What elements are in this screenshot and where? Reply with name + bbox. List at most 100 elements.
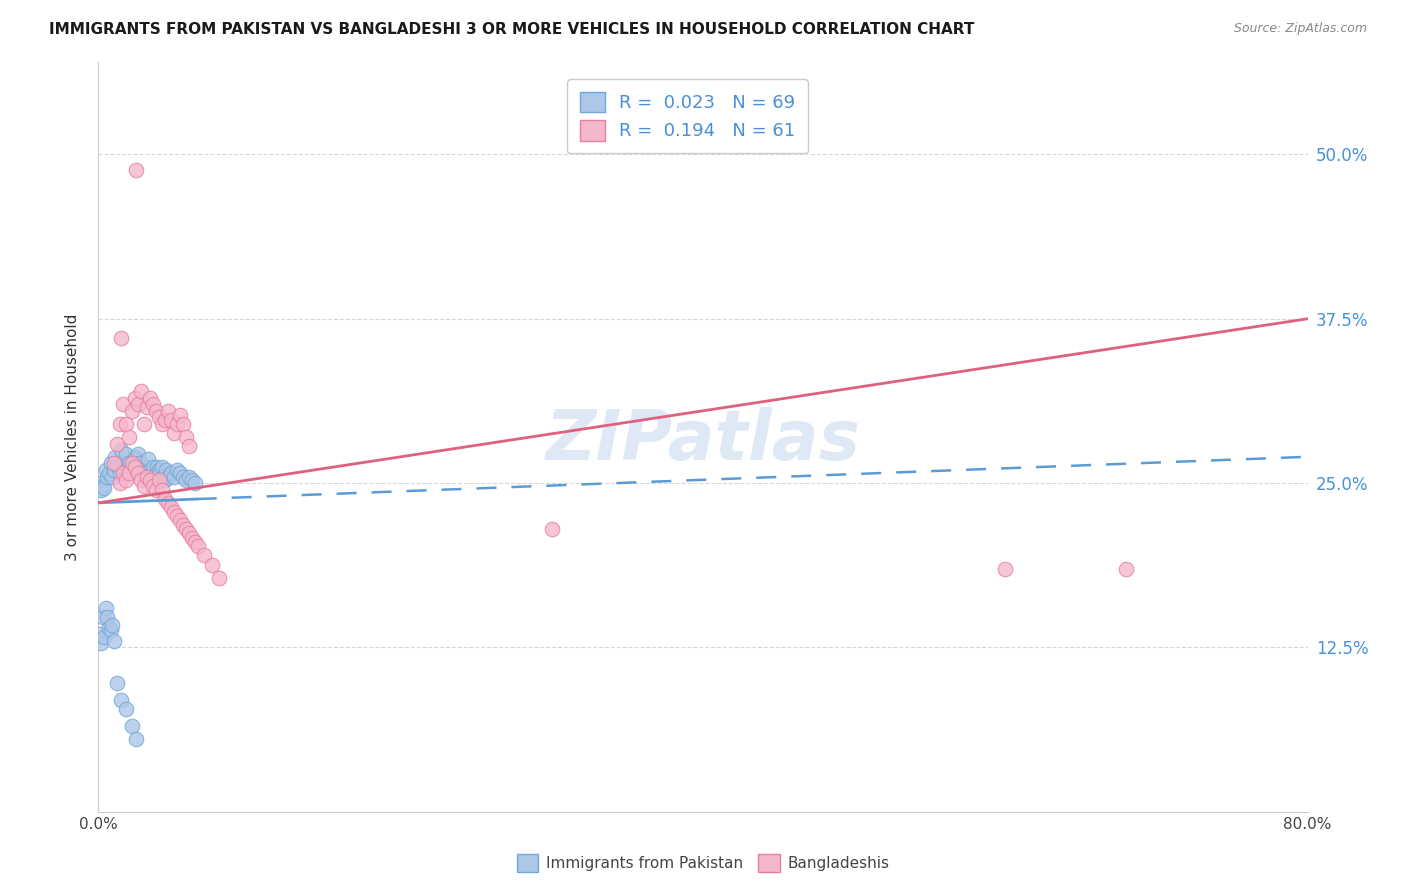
Point: [142, 397, 165, 411]
Point: [134, 463, 156, 477]
Point: [94, 601, 117, 615]
Point: [129, 474, 152, 488]
Point: [169, 513, 191, 527]
Point: [114, 447, 136, 461]
Point: [156, 496, 179, 510]
Point: [105, 456, 128, 470]
Point: [160, 466, 183, 480]
Point: [93, 481, 115, 495]
Point: [135, 469, 157, 483]
Point: [166, 417, 188, 431]
Point: [142, 479, 165, 493]
Point: [153, 491, 176, 506]
Point: [127, 447, 149, 461]
Point: [124, 391, 146, 405]
Point: [110, 443, 132, 458]
Point: [155, 463, 177, 477]
Point: [132, 417, 155, 431]
Point: [101, 469, 124, 483]
Legend: R =  0.023   N = 69, R =  0.194   N = 61: R = 0.023 N = 69, R = 0.194 N = 61: [567, 79, 808, 153]
Point: [111, 397, 134, 411]
Point: [125, 732, 148, 747]
Point: [93, 630, 115, 644]
Text: IMMIGRANTS FROM PAKISTAN VS BANGLADESHI 3 OR MORE VEHICLES IN HOUSEHOLD CORRELAT: IMMIGRANTS FROM PAKISTAN VS BANGLADESHI …: [49, 22, 974, 37]
Point: [172, 518, 194, 533]
Point: [166, 508, 188, 523]
Point: [111, 466, 134, 480]
Point: [540, 522, 562, 536]
Point: [107, 460, 129, 475]
Point: [142, 460, 165, 475]
Point: [139, 463, 162, 477]
Point: [112, 463, 135, 477]
Point: [181, 474, 204, 488]
Point: [174, 474, 197, 488]
Point: [105, 436, 128, 450]
Point: [98, 621, 121, 635]
Point: [124, 450, 146, 464]
Point: [160, 500, 183, 514]
Point: [111, 456, 134, 470]
Point: [100, 456, 122, 470]
Point: [169, 466, 191, 480]
Point: [179, 526, 201, 541]
Point: [125, 452, 148, 467]
Point: [148, 463, 170, 477]
Point: [103, 633, 125, 648]
Point: [174, 430, 197, 444]
Point: [150, 417, 173, 431]
Point: [127, 466, 149, 480]
Point: [121, 719, 143, 733]
Point: [90, 483, 112, 497]
Point: [193, 549, 215, 563]
Point: [163, 469, 186, 483]
Point: [148, 410, 170, 425]
Point: [208, 571, 231, 585]
Point: [114, 474, 136, 488]
Point: [118, 456, 141, 470]
Point: [91, 610, 114, 624]
Point: [101, 618, 124, 632]
Point: [98, 466, 121, 480]
Point: [174, 522, 197, 536]
Point: [118, 430, 141, 444]
Point: [104, 450, 127, 464]
Text: ZIPatlas: ZIPatlas: [546, 408, 860, 475]
Point: [114, 702, 136, 716]
Point: [89, 627, 111, 641]
Point: [129, 384, 152, 398]
Point: [135, 400, 157, 414]
Point: [121, 456, 143, 470]
Point: [139, 474, 162, 488]
Point: [143, 469, 166, 483]
Point: [201, 558, 224, 572]
Text: Source: ZipAtlas.com: Source: ZipAtlas.com: [1233, 22, 1367, 36]
Point: [150, 460, 173, 475]
Point: [156, 404, 179, 418]
Point: [166, 463, 188, 477]
Point: [96, 469, 118, 483]
Point: [149, 466, 172, 480]
Point: [169, 408, 191, 422]
Point: [124, 460, 146, 475]
Point: [103, 463, 125, 477]
Point: [90, 636, 112, 650]
Point: [108, 466, 131, 480]
Legend: Immigrants from Pakistan, Bangladeshis: Immigrants from Pakistan, Bangladeshis: [510, 848, 896, 878]
Point: [110, 693, 132, 707]
Point: [160, 413, 183, 427]
Point: [172, 469, 194, 483]
Point: [121, 456, 143, 470]
Point: [127, 397, 149, 411]
Point: [184, 535, 207, 549]
Point: [179, 469, 201, 483]
Point: [108, 417, 131, 431]
Point: [153, 474, 176, 488]
Point: [1115, 561, 1137, 575]
Point: [163, 426, 186, 441]
Point: [141, 466, 163, 480]
Point: [145, 483, 167, 497]
Point: [145, 404, 167, 418]
Y-axis label: 3 or more Vehicles in Household: 3 or more Vehicles in Household: [65, 313, 80, 561]
Point: [110, 331, 132, 345]
